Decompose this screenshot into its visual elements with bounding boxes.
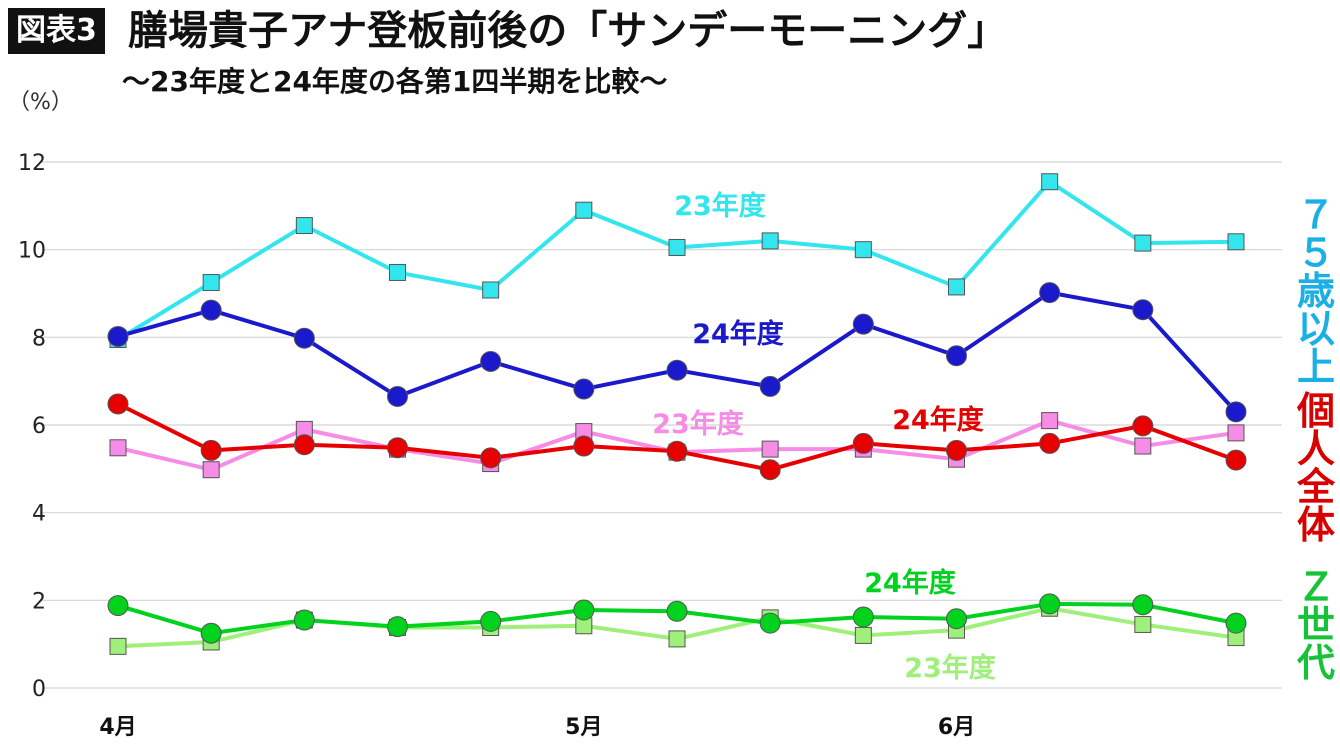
y-tick-label: 6	[32, 414, 46, 439]
data-point-circle	[573, 435, 595, 457]
data-point-circle	[1225, 612, 1247, 634]
series-annotation: 23年度	[674, 190, 766, 222]
data-point-circle	[293, 434, 315, 456]
data-point-square	[761, 440, 779, 458]
data-point-square	[1041, 412, 1059, 430]
data-point-circle	[759, 612, 781, 634]
data-point-circle	[946, 345, 967, 367]
series-line	[117, 290, 1238, 414]
data-point-square	[575, 201, 593, 219]
data-point-circle	[1039, 282, 1061, 304]
data-point-circle	[107, 595, 129, 617]
data-point-circle	[387, 386, 408, 408]
data-point-circle	[759, 375, 781, 397]
x-tick-label: 6月	[938, 715, 975, 740]
data-point-circle	[1039, 593, 1061, 615]
series-annotation: 23年度	[904, 652, 996, 684]
series-annotation: 24年度	[892, 404, 984, 436]
data-point-circle	[852, 432, 874, 454]
data-point-circle	[387, 616, 408, 638]
data-point-circle	[293, 327, 315, 349]
data-point-square	[761, 232, 779, 250]
data-point-circle	[1225, 401, 1247, 423]
data-point-circle	[480, 447, 502, 469]
chart-subtitle: 〜23年度と24年度の各第1四半期を比較〜	[122, 65, 668, 98]
data-point-circle	[200, 622, 222, 644]
series-annotation: 24年度	[864, 567, 956, 599]
series-annotation: 24年度	[692, 318, 784, 350]
series-annotation: 23年度	[652, 408, 744, 440]
y-tick-label: 8	[32, 326, 46, 351]
data-point-circle	[852, 606, 874, 628]
data-point-circle	[666, 440, 688, 462]
figure-badge: 図表3	[8, 8, 105, 54]
y-axis-unit: （%）	[8, 90, 73, 115]
data-point-circle	[480, 610, 502, 632]
data-point-square	[1041, 173, 1059, 191]
data-point-square	[295, 217, 313, 235]
data-point-square	[202, 274, 220, 292]
group-label-all-individuals: 個人全体	[1296, 389, 1335, 547]
data-point-circle	[200, 439, 222, 461]
data-point-circle	[200, 299, 222, 321]
data-point-circle	[573, 599, 595, 621]
data-point-circle	[387, 437, 408, 459]
y-tick-label: 2	[32, 589, 46, 614]
data-point-square	[202, 461, 220, 479]
data-point-circle	[480, 350, 502, 372]
data-point-square	[1134, 437, 1152, 455]
data-point-square	[854, 241, 872, 259]
data-point-circle	[946, 439, 967, 461]
data-point-circle	[107, 325, 129, 347]
data-point-circle	[666, 359, 688, 381]
data-point-circle	[666, 600, 688, 622]
y-tick-label: 10	[18, 239, 46, 264]
data-point-square	[668, 238, 686, 256]
y-tick-label: 12	[18, 151, 46, 176]
data-point-square	[1134, 234, 1152, 252]
data-point-square	[109, 637, 127, 655]
data-point-circle	[293, 609, 315, 631]
data-point-circle	[573, 378, 595, 400]
data-point-square	[668, 630, 686, 648]
data-point-square	[482, 281, 500, 299]
data-point-circle	[1132, 594, 1154, 616]
data-point-square	[1227, 233, 1245, 251]
data-point-circle	[107, 393, 129, 415]
x-tick-label: 4月	[99, 715, 136, 740]
chart-title: 膳場貴子アナ登板前後の「サンデーモーニング」	[128, 8, 1008, 54]
data-point-circle	[1132, 299, 1154, 321]
data-point-square	[109, 439, 127, 457]
data-point-circle	[946, 608, 967, 630]
data-point-circle	[1132, 415, 1154, 437]
data-point-square	[389, 263, 406, 281]
data-point-circle	[759, 459, 781, 481]
data-point-circle	[1225, 449, 1247, 471]
data-point-circle	[852, 313, 874, 335]
data-point-square	[854, 626, 872, 644]
data-point-circle	[1039, 432, 1061, 454]
x-tick-label: 5月	[565, 715, 602, 740]
data-point-square	[948, 278, 965, 296]
y-tick-label: 4	[32, 502, 46, 527]
data-point-square	[1134, 615, 1152, 633]
y-tick-label: 0	[32, 677, 46, 702]
data-point-square	[1227, 424, 1245, 442]
